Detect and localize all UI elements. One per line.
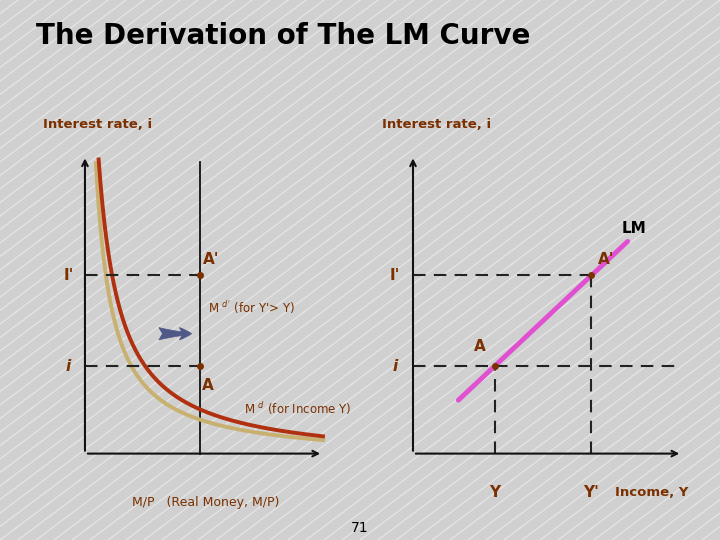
Text: i: i [66,359,71,374]
Text: I': I' [63,268,73,283]
Text: M/P   (Real Money, M/P): M/P (Real Money, M/P) [132,496,279,509]
Text: A': A' [202,252,219,267]
Text: M $^{d'}$ (for Y'> Y): M $^{d'}$ (for Y'> Y) [208,299,295,316]
Text: Interest rate, i: Interest rate, i [382,118,491,131]
Text: A: A [474,339,485,354]
Text: The Derivation of The LM Curve: The Derivation of The LM Curve [36,22,531,50]
Text: Y': Y' [583,485,599,500]
Text: 71: 71 [351,521,369,535]
Text: LM: LM [621,221,646,236]
Text: I': I' [390,268,400,283]
Text: M $^d$ (for Income Y): M $^d$ (for Income Y) [243,400,351,417]
Text: A: A [202,378,214,393]
Text: Income, Y: Income, Y [615,486,688,499]
Text: Interest rate, i: Interest rate, i [43,118,153,131]
Text: i: i [392,359,397,374]
Text: A': A' [598,252,615,267]
Text: Y: Y [489,485,500,500]
